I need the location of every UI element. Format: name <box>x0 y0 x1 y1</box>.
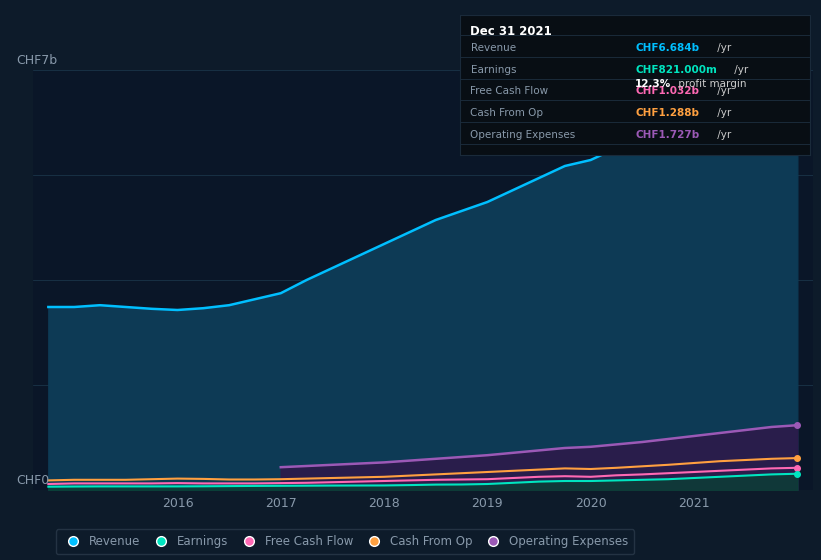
Text: Free Cash Flow: Free Cash Flow <box>470 86 548 96</box>
Text: Revenue: Revenue <box>470 43 516 53</box>
Text: CHF7b: CHF7b <box>16 54 57 67</box>
Text: /yr: /yr <box>713 108 731 118</box>
Text: /yr: /yr <box>732 65 749 74</box>
Text: CHF0: CHF0 <box>16 474 49 487</box>
Text: CHF1.288b: CHF1.288b <box>635 108 699 118</box>
Text: profit margin: profit margin <box>675 79 747 88</box>
Text: Cash From Op: Cash From Op <box>470 108 544 118</box>
Text: Dec 31 2021: Dec 31 2021 <box>470 25 553 38</box>
Text: 12.3%: 12.3% <box>635 79 672 88</box>
Legend: Revenue, Earnings, Free Cash Flow, Cash From Op, Operating Expenses: Revenue, Earnings, Free Cash Flow, Cash … <box>56 529 634 554</box>
Text: Earnings: Earnings <box>470 65 516 74</box>
Text: CHF6.684b: CHF6.684b <box>635 43 699 53</box>
Text: CHF1.032b: CHF1.032b <box>635 86 699 96</box>
Text: CHF1.727b: CHF1.727b <box>635 130 699 140</box>
Text: /yr: /yr <box>713 130 731 140</box>
Text: /yr: /yr <box>713 86 731 96</box>
Text: /yr: /yr <box>713 43 731 53</box>
Text: CHF821.000m: CHF821.000m <box>635 65 717 74</box>
Text: Operating Expenses: Operating Expenses <box>470 130 576 140</box>
